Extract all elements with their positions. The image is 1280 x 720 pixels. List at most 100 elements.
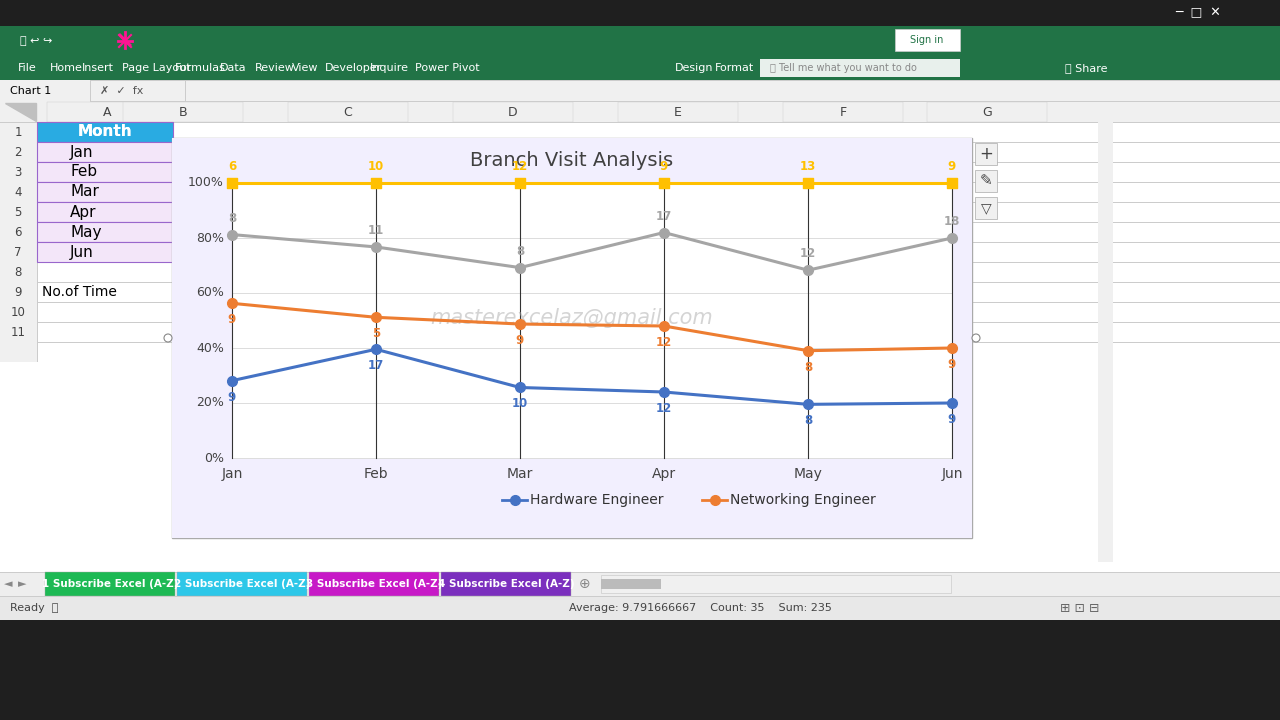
Text: 9: 9	[228, 313, 236, 326]
Text: Home: Home	[50, 63, 83, 73]
Text: Page Layout: Page Layout	[122, 63, 191, 73]
Text: C: C	[343, 106, 352, 119]
Text: G: G	[982, 106, 992, 119]
Text: Mar: Mar	[70, 184, 99, 199]
Text: 9: 9	[948, 413, 956, 426]
Bar	[1039, 26, 1280, 56]
Text: Average: 9.791666667    Count: 35    Sum: 235: Average: 9.791666667 Count: 35 Sum: 235	[568, 603, 832, 613]
Bar	[975, 197, 997, 219]
Bar	[0, 0, 1280, 26]
Bar	[37, 162, 173, 182]
Text: Feb: Feb	[70, 164, 97, 179]
Text: F: F	[840, 106, 846, 119]
Bar	[0, 182, 1280, 183]
Text: 8: 8	[804, 414, 812, 428]
Text: 8: 8	[14, 266, 22, 279]
Text: Apr: Apr	[70, 204, 96, 220]
Bar	[232, 293, 952, 294]
Bar	[0, 0, 1280, 26]
Text: Jan: Jan	[70, 145, 93, 160]
Text: Formulas: Formulas	[175, 63, 225, 73]
Text: Power Pivot: Power Pivot	[415, 63, 480, 73]
Bar	[0, 302, 1280, 303]
Text: 60%: 60%	[196, 287, 224, 300]
Text: 12: 12	[655, 336, 672, 349]
Text: May: May	[70, 225, 101, 240]
Bar	[783, 102, 902, 122]
Bar	[602, 579, 660, 589]
Text: 40%: 40%	[196, 341, 224, 354]
Point	[942, 342, 963, 354]
Bar	[0, 620, 1280, 720]
Bar	[0, 80, 90, 102]
Text: 13: 13	[800, 160, 817, 173]
Text: 11: 11	[10, 325, 26, 338]
Bar	[975, 143, 997, 165]
Text: 🔍 Tell me what you want to do: 🔍 Tell me what you want to do	[771, 63, 916, 73]
Text: 8: 8	[228, 212, 236, 225]
Text: Month: Month	[78, 125, 132, 140]
Bar	[0, 122, 1280, 572]
Text: ✗  ✓  fx: ✗ ✓ fx	[100, 86, 143, 96]
Point	[705, 494, 726, 505]
Bar	[0, 26, 1280, 56]
Bar	[0, 596, 1280, 620]
Text: 10: 10	[10, 305, 26, 318]
Text: 18: 18	[943, 215, 960, 228]
Point	[509, 382, 530, 393]
Text: D: D	[508, 106, 518, 119]
Text: 2D 100% Stacked Line with Marker Chart Excel Tutorials - Subscribe Excel A-Z.xls: 2D 100% Stacked Line with Marker Chart E…	[136, 8, 604, 18]
Bar	[232, 458, 952, 459]
Point	[221, 375, 242, 387]
Bar	[232, 183, 952, 184]
Bar	[232, 403, 952, 404]
Bar	[0, 596, 1280, 597]
Point	[797, 399, 818, 410]
Bar	[0, 342, 1280, 343]
Point	[654, 227, 675, 238]
Text: Format: Format	[716, 63, 754, 73]
Point	[509, 318, 530, 330]
Point	[942, 177, 963, 189]
Point	[509, 177, 530, 189]
Text: 🖫 ↩ ↪: 🖫 ↩ ↪	[20, 36, 52, 46]
Bar	[0, 572, 1280, 573]
Bar	[0, 162, 1280, 163]
Text: Sign in: Sign in	[910, 35, 943, 45]
Bar	[0, 80, 1280, 81]
Text: 20%: 20%	[196, 397, 224, 410]
Text: View: View	[292, 63, 319, 73]
Text: No.of Time: No.of Time	[42, 285, 116, 299]
Bar	[232, 183, 952, 458]
Text: ⊞ ⊡ ⊟: ⊞ ⊡ ⊟	[1060, 601, 1100, 614]
Text: File: File	[18, 63, 37, 73]
Bar	[618, 102, 739, 122]
Text: Developer: Developer	[325, 63, 383, 73]
Text: 12: 12	[512, 160, 529, 173]
Text: Inquire: Inquire	[370, 63, 410, 73]
Text: 1: 1	[14, 125, 22, 138]
Text: 6: 6	[228, 160, 236, 173]
Bar	[37, 122, 173, 142]
Bar	[0, 26, 170, 56]
Bar	[0, 102, 37, 122]
Bar	[0, 142, 1280, 143]
Text: 12: 12	[800, 247, 817, 260]
Text: 7: 7	[14, 246, 22, 258]
Point	[221, 177, 242, 189]
Bar	[0, 282, 1280, 283]
Text: 3 Subscribe Excel (A-Z): 3 Subscribe Excel (A-Z)	[306, 579, 443, 589]
Point	[654, 177, 675, 189]
Text: Insert: Insert	[82, 63, 114, 73]
Bar	[0, 101, 1280, 102]
Bar	[0, 122, 37, 362]
Bar	[308, 572, 439, 596]
Text: ─  □  ✕: ─ □ ✕	[1175, 6, 1221, 19]
Bar	[123, 102, 243, 122]
Point	[942, 397, 963, 409]
Text: ⊕: ⊕	[579, 577, 591, 591]
Point	[797, 264, 818, 276]
Text: 9: 9	[228, 391, 236, 404]
Point	[654, 320, 675, 332]
Text: Hardware Engineer: Hardware Engineer	[530, 493, 663, 507]
